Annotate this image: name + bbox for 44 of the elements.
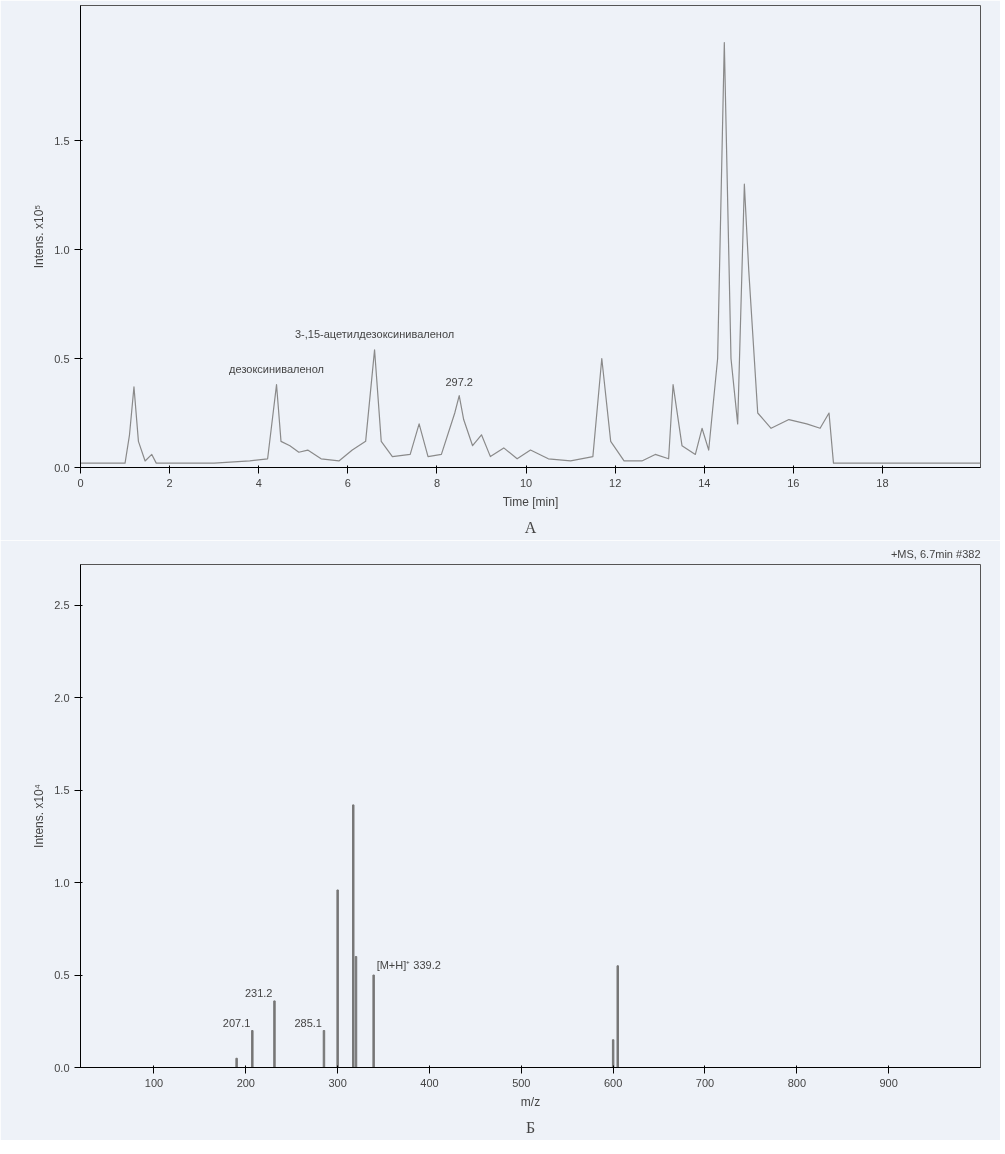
annotation: 231.2 bbox=[244, 986, 273, 999]
annotation: 285.1 bbox=[294, 1016, 322, 1029]
x-tick-label: 500 bbox=[512, 1076, 531, 1089]
x-tick-label: 100 bbox=[144, 1076, 164, 1089]
text: Б bbox=[525, 1118, 536, 1136]
y-axis-title: Intens. x10⁵ bbox=[32, 204, 47, 269]
annotation: 297.2 bbox=[445, 375, 473, 388]
text: +MS, 6.7min #382 bbox=[890, 547, 981, 560]
x-tick-label: 900 bbox=[879, 1076, 898, 1089]
x-tick-label: 18 bbox=[876, 476, 889, 489]
x-tick-label: 0 bbox=[77, 476, 84, 489]
x-tick-label: 6 bbox=[344, 476, 351, 489]
line-series bbox=[80, 41, 981, 464]
y-tick-label: 2.0 bbox=[54, 691, 70, 704]
text: А bbox=[524, 518, 537, 536]
x-tick-label: 700 bbox=[695, 1076, 715, 1089]
x-tick-label: 300 bbox=[328, 1076, 347, 1089]
x-tick-label: 2 bbox=[166, 476, 173, 489]
y-tick-label: 1.0 bbox=[54, 243, 70, 256]
y-tick-label: 0.5 bbox=[54, 352, 70, 365]
x-tick-label: 12 bbox=[609, 476, 622, 489]
x-tick-label: 400 bbox=[420, 1076, 439, 1089]
y-tick-label: 0.0 bbox=[54, 1061, 70, 1074]
y-axis-title: Intens. x10⁴ bbox=[32, 784, 47, 848]
y-tick-label: 0.0 bbox=[54, 461, 70, 474]
x-tick-label: 4 bbox=[255, 476, 262, 489]
x-axis-title: Time [min] bbox=[502, 494, 559, 509]
y-tick-label: 2.5 bbox=[54, 599, 70, 612]
x-tick-label: 600 bbox=[603, 1076, 623, 1089]
x-tick-label: 200 bbox=[236, 1076, 255, 1089]
y-tick-label: 1.5 bbox=[54, 134, 70, 147]
y-tick-label: 0.5 bbox=[54, 969, 70, 982]
x-tick-label: 14 bbox=[698, 476, 711, 489]
x-tick-label: 800 bbox=[787, 1076, 807, 1089]
annotation: [M+H]⁺ 339.2 bbox=[376, 959, 441, 972]
x-tick-label: 10 bbox=[519, 476, 533, 489]
x-tick-label: 16 bbox=[787, 476, 800, 489]
annotation: 3-,15-ацетилдезоксиниваленол bbox=[294, 327, 455, 340]
annotation: дезоксиниваленол bbox=[229, 362, 324, 375]
annotation: 207.1 bbox=[222, 1016, 251, 1029]
x-tick-label: 8 bbox=[433, 476, 440, 489]
y-tick-label: 1.5 bbox=[54, 784, 70, 797]
x-axis-title: m/z bbox=[520, 1094, 541, 1109]
y-tick-label: 1.0 bbox=[54, 876, 70, 889]
